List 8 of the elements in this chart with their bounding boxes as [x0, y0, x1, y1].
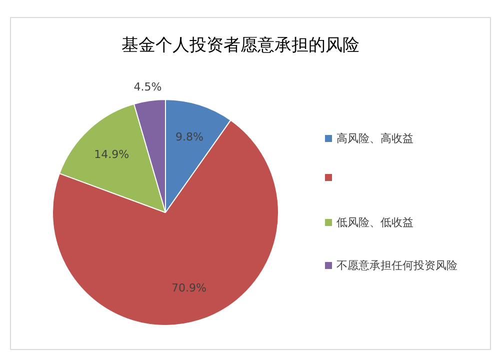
- data-label: 70.9%: [172, 282, 206, 295]
- legend-label: 不愿意承担任何投资风险: [336, 259, 458, 272]
- chart-title: 基金个人投资者愿意承担的风险: [122, 36, 360, 56]
- data-label: 9.8%: [175, 130, 204, 144]
- data-label: 4.5%: [134, 80, 162, 94]
- legend-label: 高风险、高收益: [336, 132, 414, 145]
- data-label: 14.9%: [94, 148, 130, 162]
- legend-label: 低风险、低收益: [336, 216, 414, 229]
